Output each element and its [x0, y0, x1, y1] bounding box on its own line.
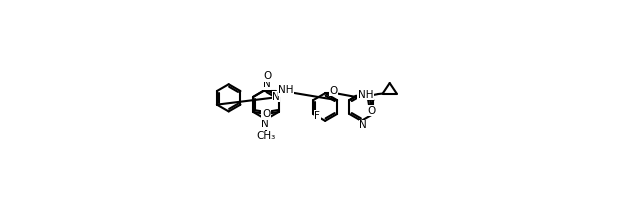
Text: F: F [314, 111, 320, 121]
Text: O: O [262, 109, 271, 119]
Text: O: O [262, 109, 270, 119]
Text: N: N [359, 120, 367, 130]
Text: N: N [272, 91, 280, 101]
Text: O: O [263, 71, 272, 81]
Text: N: N [263, 79, 271, 89]
Text: NH: NH [278, 85, 293, 95]
Text: CH₃: CH₃ [256, 131, 276, 141]
Text: N: N [262, 119, 269, 129]
Text: NH: NH [358, 90, 373, 100]
Text: O: O [367, 106, 376, 116]
Text: O: O [329, 86, 338, 96]
